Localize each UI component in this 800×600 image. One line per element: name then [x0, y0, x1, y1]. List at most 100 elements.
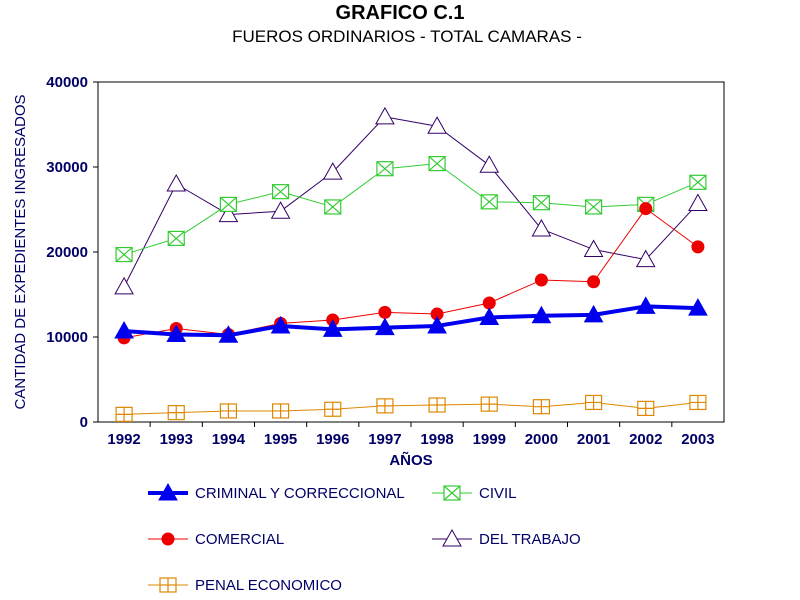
legend-marker [159, 577, 177, 593]
x-tick-label: 2000 [525, 431, 558, 448]
series-line-penal-economico [124, 401, 698, 415]
x-tick-label: 1996 [316, 431, 349, 448]
y-tick-label: 40000 [46, 74, 88, 91]
data-point [114, 276, 134, 295]
legend-item-comercial: COMERCIAL [148, 531, 284, 548]
data-point [167, 405, 185, 421]
data-point [376, 398, 394, 414]
legend-item-del-trabajo: DEL TRABAJO [432, 528, 581, 548]
series-line-criminal-y-correccional [123, 304, 698, 338]
data-point [427, 116, 447, 134]
data-point [584, 199, 603, 215]
data-point [479, 155, 500, 173]
series-comercial [117, 202, 705, 345]
legend: CRIMINAL Y CORRECCIONAL CIVIL COMERCIAL DEL… [148, 482, 581, 594]
legend-item-criminal-y-correccional: CRIMINAL Y CORRECCIONAL [148, 482, 405, 502]
x-tick-label: 1993 [160, 431, 193, 448]
series-line-del-trabajo [123, 116, 699, 288]
x-axis-label: AÑOS [389, 451, 432, 469]
data-point [166, 324, 187, 342]
x-tick-label: 1999 [473, 431, 506, 448]
data-point [531, 219, 552, 237]
data-point [376, 161, 394, 177]
data-point [114, 321, 134, 339]
y-tick-label: 0 [80, 414, 88, 431]
data-point [584, 394, 603, 411]
data-point [635, 296, 656, 314]
x-tick-label: 2001 [577, 431, 610, 448]
data-point [115, 246, 133, 263]
x-tick-label: 1997 [368, 431, 401, 448]
y-tick-label: 20000 [46, 244, 88, 261]
y-tick-label: 30000 [46, 159, 88, 176]
data-point [115, 406, 133, 422]
data-point [637, 400, 655, 416]
data-point [532, 399, 551, 415]
legend-marker [443, 485, 461, 501]
series-penal-economico [115, 394, 707, 422]
data-point [480, 194, 498, 210]
data-point [322, 162, 343, 180]
data-point [218, 325, 239, 343]
legend-item-civil: CIVIL [432, 485, 517, 502]
data-point [270, 315, 291, 334]
x-tick-label: 1994 [212, 431, 246, 448]
data-point [587, 275, 601, 289]
data-point [270, 201, 291, 219]
data-point [639, 202, 653, 216]
data-point [427, 315, 447, 334]
chart-subtitle: FUEROS ORDINARIOS - TOTAL CAMARAS - [232, 27, 582, 46]
data-point [218, 204, 239, 223]
series-civil [115, 156, 707, 263]
data-point [534, 273, 548, 287]
data-point [428, 156, 446, 172]
data-point [271, 184, 290, 200]
legend-label: CIVIL [479, 485, 517, 502]
data-point [324, 199, 342, 215]
plot-area [97, 81, 725, 423]
data-point [479, 307, 500, 325]
data-point [583, 239, 604, 257]
data-point [482, 296, 496, 310]
y-axis-label: CANTIDAD DE EXPEDIENTES INGRESADOS [12, 94, 29, 409]
data-point [375, 317, 395, 336]
x-tick-label: 1995 [264, 431, 297, 448]
x-axis: 1992 1993 1994 1995 1996 1997 1998 1999 2000 2001… [107, 422, 715, 448]
legend-label: DEL TRABAJO [479, 531, 581, 548]
series-criminal-y-correccional [114, 296, 708, 343]
legend-label: COMERCIAL [195, 531, 284, 548]
series-line-civil [123, 163, 699, 256]
series-layer [114, 106, 708, 422]
legend-item-penal-economico: PENAL ECONOMICO [148, 577, 342, 594]
data-point [531, 305, 552, 324]
data-point [322, 319, 343, 337]
chart-title: GRAFICO C.1 [336, 2, 465, 24]
data-point [689, 174, 707, 190]
legend-marker [161, 532, 175, 546]
y-axis: 0 10000 20000 30000 40000 [46, 74, 98, 431]
data-point [688, 298, 708, 316]
x-tick-label: 2003 [681, 431, 714, 448]
data-point [689, 394, 707, 411]
series-line-comercial [123, 208, 699, 339]
data-point [583, 304, 604, 323]
data-point [688, 193, 708, 212]
legend-marker [158, 482, 178, 501]
data-point [378, 305, 392, 319]
series-del-trabajo [114, 106, 708, 295]
y-tick-label: 10000 [46, 329, 88, 346]
data-point [324, 401, 342, 417]
data-point [219, 196, 238, 212]
legend-label: CRIMINAL Y CORRECCIONAL [195, 485, 405, 502]
x-tick-label: 2002 [629, 431, 662, 448]
data-point [271, 403, 290, 419]
data-point [428, 397, 446, 413]
data-point [219, 403, 238, 419]
data-point [480, 396, 498, 412]
data-point [166, 173, 187, 192]
data-point [691, 240, 705, 254]
data-point [375, 106, 395, 125]
data-point [167, 230, 185, 246]
legend-marker [442, 528, 462, 547]
